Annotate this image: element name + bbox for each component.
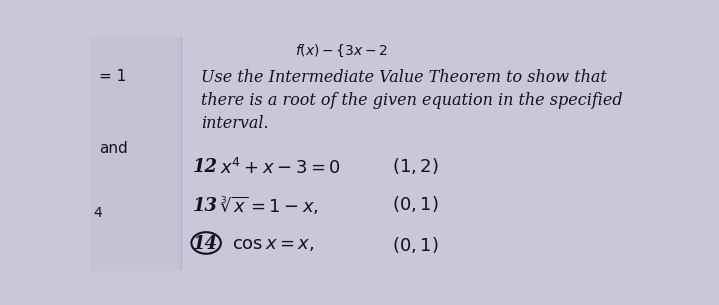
Text: 13: 13: [193, 197, 218, 215]
Text: $(0, 1)$: $(0, 1)$: [392, 195, 439, 214]
Text: 4: 4: [93, 206, 103, 220]
Text: 14: 14: [193, 235, 218, 253]
Text: $(1, 2)$: $(1, 2)$: [392, 156, 439, 176]
Text: interval.: interval.: [201, 115, 268, 132]
Text: there is a root of the given equation in the specified: there is a root of the given equation in…: [201, 92, 623, 109]
Bar: [90, 37, 181, 271]
Text: = 1: = 1: [99, 69, 127, 84]
Text: $\sqrt[3]{x}=1-x,$: $\sqrt[3]{x}=1-x,$: [220, 195, 319, 217]
Text: and: and: [99, 141, 128, 156]
Text: Use the Intermediate Value Theorem to show that: Use the Intermediate Value Theorem to sh…: [201, 69, 606, 86]
Text: 12: 12: [193, 158, 218, 176]
Text: $(0, 1)$: $(0, 1)$: [392, 235, 439, 255]
Text: $x^4+x-3=0$: $x^4+x-3=0$: [220, 158, 341, 178]
Text: $\cos x=x,$: $\cos x=x,$: [232, 235, 314, 253]
Text: $f(x) - \{3x - 2$: $f(x) - \{3x - 2$: [296, 43, 388, 59]
